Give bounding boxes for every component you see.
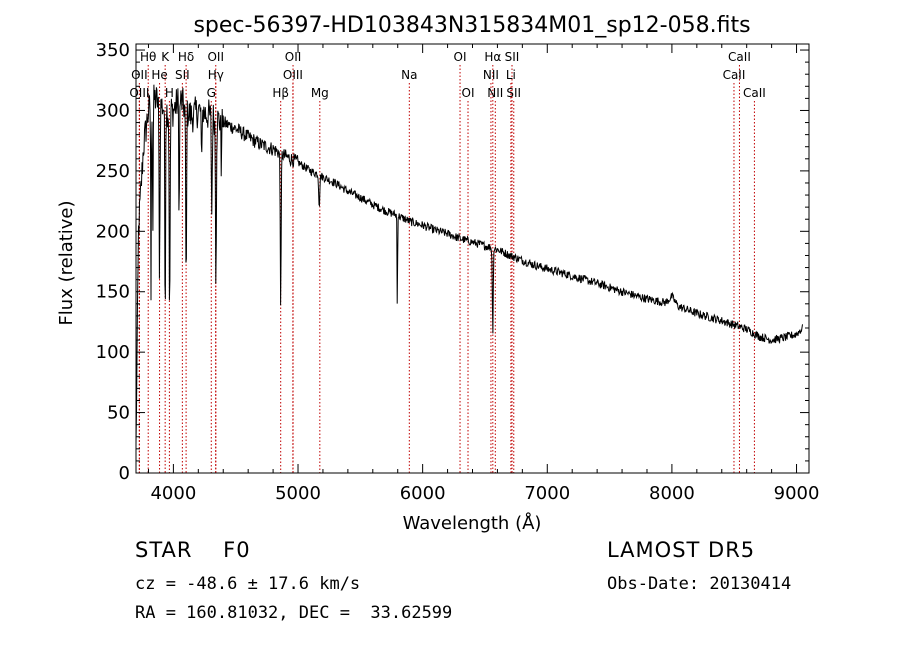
spectral-marker-label: OI [454,50,467,64]
spectral-marker-label: OII [131,68,148,82]
spectral-marker-label: He [151,68,167,82]
y-tick-label: 150 [96,282,130,303]
spectral-marker-label: Na [401,68,417,82]
spectral-marker-label: Li [506,68,516,82]
spectral-marker-label: Mg [311,86,329,100]
spectral-marker-label: SII [506,86,521,100]
y-tick-label: 50 [107,403,130,424]
spectral-marker-label: OII [207,50,224,64]
spectral-marker-label: Hγ [208,68,224,82]
y-axis-label: Flux (relative) [56,200,77,325]
spectral-marker-label: Hβ [272,86,289,100]
y-tick-label: 200 [96,221,130,242]
chart-title: spec-56397-HD103843N315834M01_sp12-058.f… [193,13,750,38]
spectral-class: STAR F0 [135,538,251,562]
spectrum-series [135,84,803,444]
spectral-marker-label: CaII [723,68,746,82]
spectral-marker-label: CaII [743,86,766,100]
x-tick-label: 7000 [524,483,570,504]
flux-line [135,84,803,444]
coordinates-readout: RA = 160.81032, DEC = 33.62599 [135,603,453,623]
x-tick-label: 6000 [400,483,446,504]
y-tick-label: 100 [96,342,130,363]
y-tick-label: 250 [96,161,130,182]
spectral-marker-label: NII [487,86,503,100]
spectral-marker-label: OIII [129,86,149,100]
y-tick-label: 0 [119,463,130,484]
redshift-readout: cz = -48.6 ± 17.6 km/s [135,574,361,594]
observation-date: Obs-Date: 20130414 [607,574,792,594]
x-tick-label: 4000 [150,483,196,504]
x-axis-label: Wavelength (Å) [403,512,542,534]
spectral-marker-label: SII [505,50,520,64]
spectral-marker-label: H [165,86,174,100]
spectral-marker-label: OI [462,86,475,100]
x-tick-label: 9000 [774,483,820,504]
spectral-marker-label: K [161,50,170,64]
spectral-marker-label: SII [175,68,190,82]
spectral-marker-label: OIII [283,68,303,82]
spectral-marker-label: G [207,86,216,100]
spectral-marker-label: Hδ [178,50,194,64]
spectral-marker-label: Hα [484,50,501,64]
spectral-marker-label: NII [483,68,499,82]
x-tick-label: 5000 [275,483,321,504]
spectral-marker-label: OII [285,50,302,64]
x-tick-label: 8000 [649,483,695,504]
axes: 4000 5000 6000 7000 8000 9000 0 50 100 150 200 250 3… [96,40,820,504]
survey-name: LAMOST DR5 [607,538,756,562]
spectral-marker-label: CaII [728,50,751,64]
y-tick-label: 300 [96,100,130,121]
y-tick-label: 350 [96,40,130,61]
spectrum-chart: spec-56397-HD103843N315834M01_sp12-058.f… [56,13,820,534]
plot-frame [135,43,810,474]
spectral-marker-label: Hθ [140,50,156,64]
